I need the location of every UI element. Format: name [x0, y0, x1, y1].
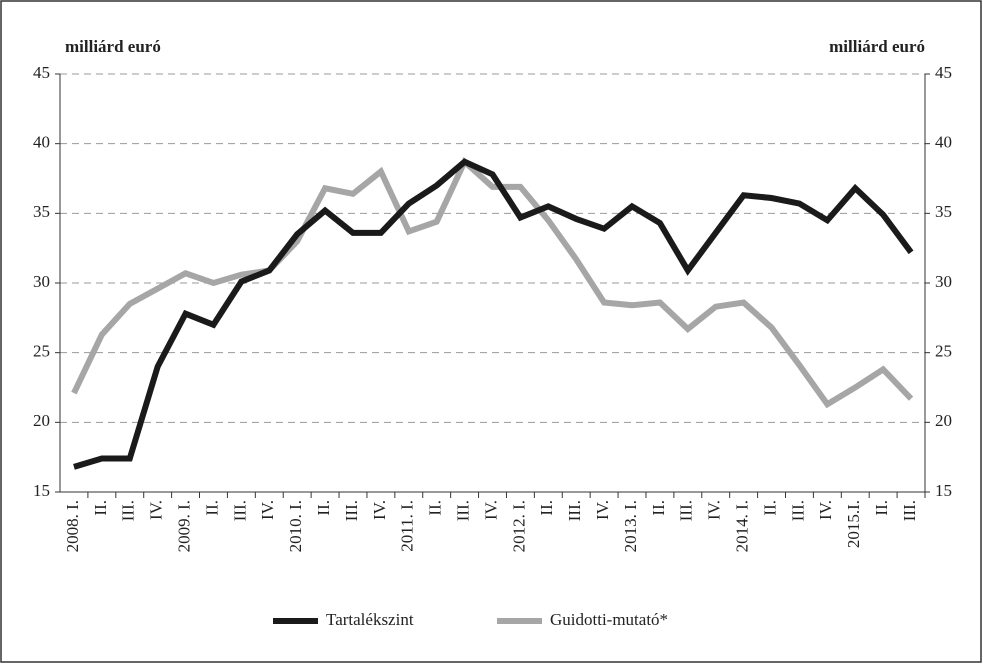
y-tick-label: 15 [33, 481, 50, 500]
y2-tick-label: 25 [935, 342, 952, 361]
series-line [71, 156, 914, 409]
x-tick-label: 2012. I. [509, 500, 528, 552]
x-tick-label: II. [202, 500, 221, 516]
y-tick-label: 30 [33, 272, 50, 291]
y2-axis-label: milliárd euró [829, 37, 925, 56]
x-tick-label: II. [426, 500, 445, 516]
y-tick-label: 20 [33, 411, 50, 430]
x-tick-label: 2015.I. [844, 500, 863, 548]
y2-tick-label: 45 [935, 63, 952, 82]
x-tick-label: III. [565, 500, 584, 521]
legend-label: Tartalékszint [326, 610, 414, 629]
x-tick-label: IV. [816, 500, 835, 520]
y-tick-label: 40 [33, 133, 50, 152]
x-tick-label: III. [119, 500, 138, 521]
y-tick-label: 35 [33, 202, 50, 221]
x-tick-label: III. [342, 500, 361, 521]
x-tick-label: IV. [258, 500, 277, 520]
y-tick-label: 45 [33, 63, 50, 82]
y2-tick-label: 30 [935, 272, 952, 291]
y2-tick-label: 40 [935, 133, 952, 152]
x-tick-label: III. [788, 500, 807, 521]
x-tick-label: III. [677, 500, 696, 521]
x-tick-label: III. [454, 500, 473, 521]
x-tick-label: 2013. I. [621, 500, 640, 552]
x-tick-label: II. [314, 500, 333, 516]
x-tick-label: IV. [481, 500, 500, 520]
x-tick-label: II. [760, 500, 779, 516]
x-tick-label: 2009. I. [174, 500, 193, 552]
x-tick-label: IV. [593, 500, 612, 520]
x-tick-label: IV. [370, 500, 389, 520]
y2-tick-label: 15 [935, 481, 952, 500]
x-tick-label: II. [872, 500, 891, 516]
x-tick-label: III. [230, 500, 249, 521]
x-tick-label: 2011. I. [398, 500, 417, 552]
series-line [73, 158, 914, 470]
x-tick-label: III. [900, 500, 919, 521]
x-tick-label: 2010. I. [286, 500, 305, 552]
x-tick-label: 2008. I. [63, 500, 82, 552]
y2-tick-label: 35 [935, 202, 952, 221]
x-tick-label: II. [91, 500, 110, 516]
x-tick-label: IV. [147, 500, 166, 520]
x-tick-label: 2014. I. [733, 500, 752, 552]
x-tick-label: IV. [705, 500, 724, 520]
x-tick-label: II. [537, 500, 556, 516]
x-tick-label: II. [649, 500, 668, 516]
legend-label: Guidotti-mutató* [550, 610, 668, 629]
y-tick-label: 25 [33, 342, 50, 361]
y2-tick-label: 20 [935, 411, 952, 430]
y-axis-label: milliárd euró [65, 37, 161, 56]
